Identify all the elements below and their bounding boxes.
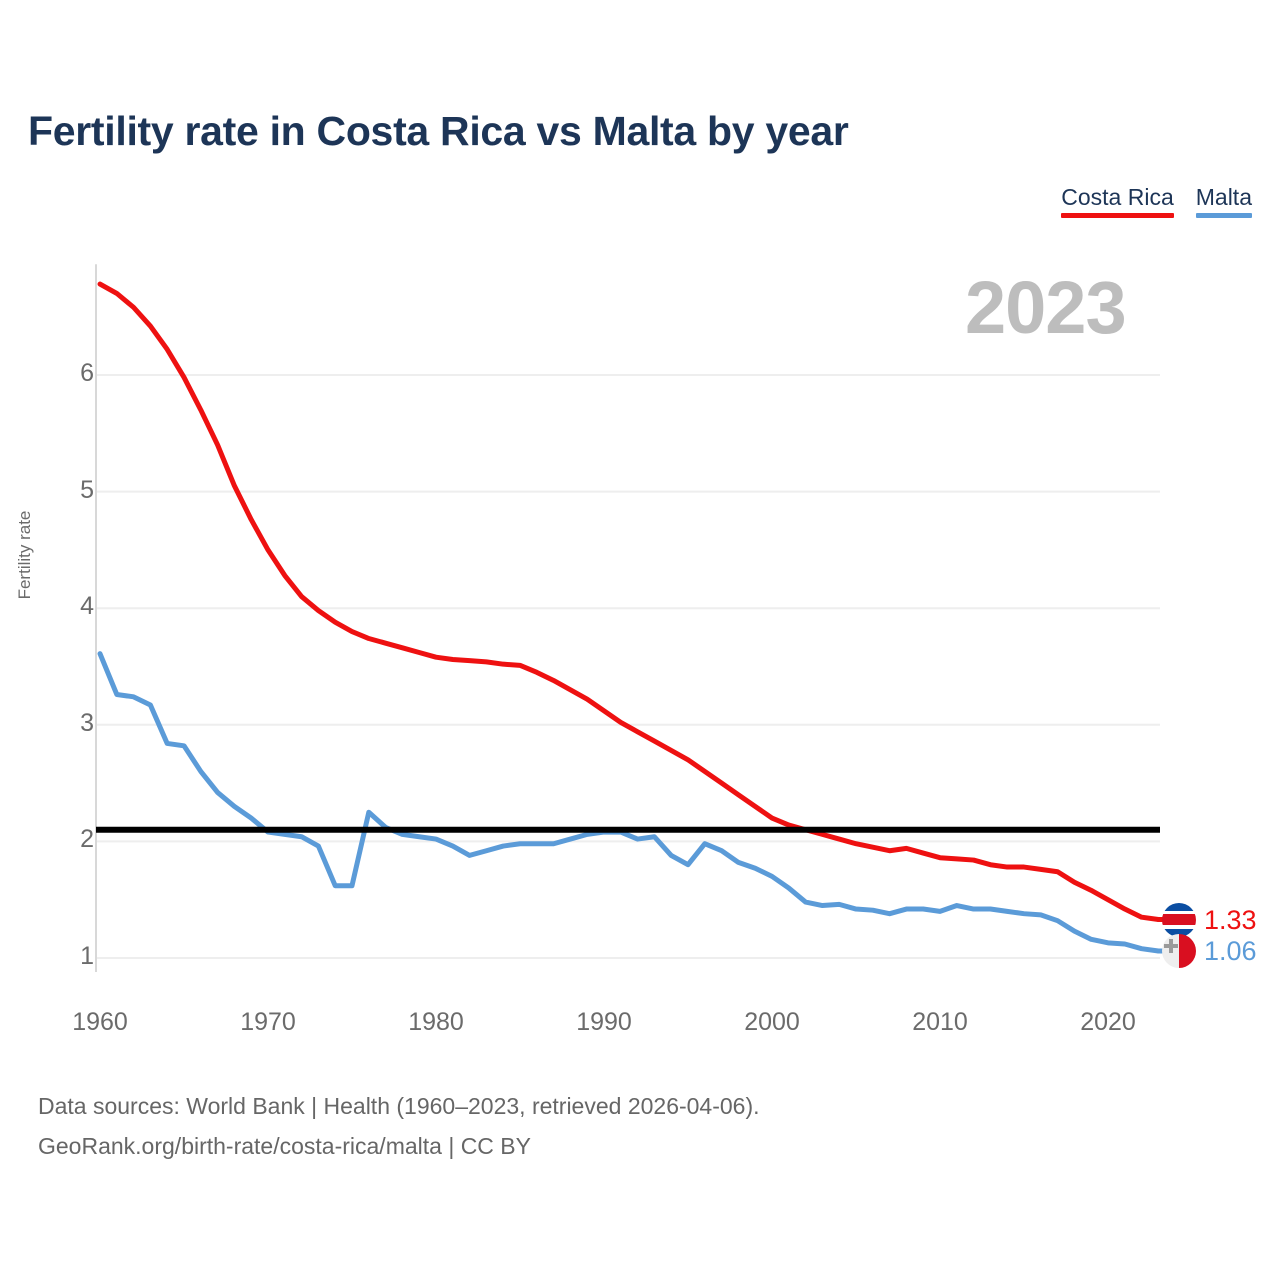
y-axis-title: Fertility rate [15, 510, 34, 600]
y-tick-5: 5 [80, 475, 94, 504]
end-label-malta: 1.06 [1162, 934, 1257, 968]
chart-legend: Costa Rica Malta [1061, 183, 1252, 218]
year-watermark: 2023 [965, 266, 1127, 349]
malta-flag-icon [1162, 934, 1196, 968]
y-tick-1: 1 [80, 942, 94, 970]
legend-swatch-costa-rica [1061, 213, 1174, 218]
footer-line-1: Data sources: World Bank | Health (1960–… [38, 1093, 760, 1119]
x-tick-2020: 2020 [1080, 1008, 1136, 1036]
legend-item-costa-rica[interactable]: Costa Rica [1061, 183, 1174, 218]
end-label-costa-rica: 1.33 [1162, 902, 1257, 937]
y-tick-3: 3 [80, 708, 94, 737]
x-tick-1990: 1990 [576, 1008, 632, 1036]
legend-label-malta: Malta [1195, 184, 1252, 210]
x-tick-1980: 1980 [408, 1008, 464, 1036]
x-tick-1970: 1970 [240, 1008, 296, 1036]
y-tick-6: 6 [80, 359, 94, 387]
legend-item-malta[interactable]: Malta [1195, 183, 1252, 218]
y-tick-4: 4 [80, 592, 94, 621]
end-value-costa-rica: 1.33 [1204, 904, 1257, 935]
page-title: Fertility rate in Costa Rica vs Malta by… [28, 108, 849, 154]
footer-attribution: Data sources: World Bank | Health (1960–… [38, 1086, 760, 1166]
costa-rica-flag-icon [1162, 902, 1196, 937]
x-tick-1960: 1960 [72, 1008, 128, 1036]
x-tick-2010: 2010 [912, 1008, 968, 1036]
x-tick-2000: 2000 [744, 1008, 800, 1036]
y-tick-2: 2 [80, 825, 94, 854]
legend-swatch-malta [1195, 213, 1252, 218]
end-value-malta: 1.06 [1204, 936, 1257, 966]
legend-label-costa-rica: Costa Rica [1061, 184, 1174, 210]
footer-line-2: GeoRank.org/birth-rate/costa-rica/malta … [38, 1133, 531, 1159]
